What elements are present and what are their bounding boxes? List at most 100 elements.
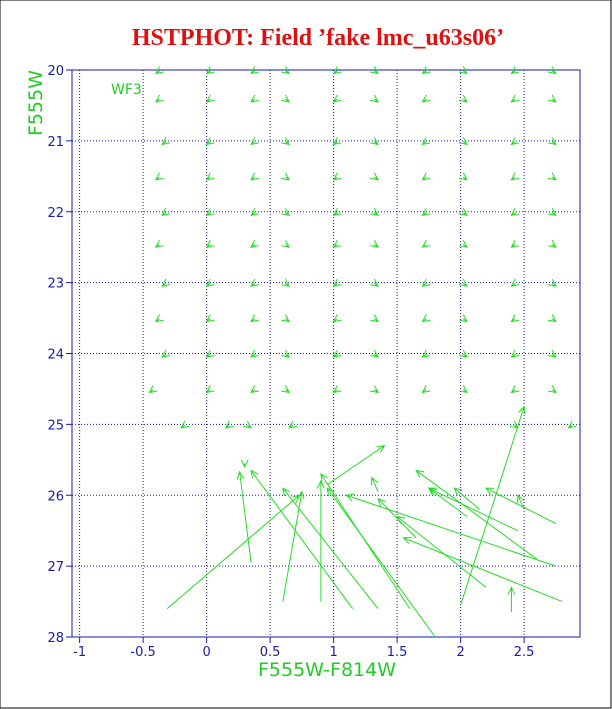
arrow [507,586,516,613]
arrow [281,385,291,394]
y-tick-label: 25 [47,418,64,433]
arrow [567,420,577,429]
arrow [332,94,342,103]
arrow [547,172,557,181]
arrow [459,207,468,216]
arrow [180,420,190,429]
arrow [370,349,379,358]
arrow [205,94,215,103]
arrow [459,94,468,103]
arrow [370,66,379,75]
arrow [205,314,215,323]
arrow [517,494,525,510]
arrow [547,278,557,287]
arrow [240,459,249,469]
arrow [250,469,354,609]
arrow [281,239,291,248]
arrow [205,385,215,394]
arrow [250,66,260,75]
arrow [205,278,215,287]
arrow [332,278,342,287]
arrow [205,66,215,75]
arrow [547,94,557,103]
x-tick-label: -1 [73,645,86,660]
arrow [510,172,520,181]
arrow [288,420,298,429]
arrow [370,137,379,146]
arrow [370,314,379,323]
annotation: WF3 [111,82,142,98]
x-tick-label: 2 [456,645,464,660]
arrow [370,239,379,248]
arrow [453,487,480,510]
arrow [421,278,431,287]
arrow [421,137,431,146]
arrow [510,385,520,394]
arrow [370,476,379,492]
arrow [547,207,557,216]
arrow [547,385,557,394]
arrow [370,207,379,216]
arrow [370,278,379,287]
arrow [547,314,557,323]
arrow [205,239,215,248]
arrow [332,349,342,358]
arrow [326,444,386,486]
arrow [281,207,291,216]
arrow [281,349,291,358]
arrow [250,137,260,146]
arrow [421,172,431,181]
y-tick-label: 28 [47,631,64,646]
arrow [154,314,164,323]
arrow [281,314,291,323]
y-tick-label: 22 [47,206,64,221]
y-axis-label: F555W [25,70,47,136]
arrow [281,94,291,103]
y-tick-label: 20 [47,64,64,79]
arrow [510,349,520,358]
x-tick-label: 0 [202,645,210,660]
arrow [161,349,171,358]
arrow [332,207,342,216]
arrow [332,137,342,146]
arrow [161,207,171,216]
x-axis-label: F555W-F814W [258,659,396,681]
arrow [154,239,164,248]
y-tick-label: 21 [47,135,64,150]
arrow [421,94,431,103]
arrow [250,278,260,287]
arrow [250,385,260,394]
arrow [459,278,468,287]
arrow [205,172,215,181]
y-tick-label: 24 [47,348,64,363]
arrow [547,66,557,75]
arrow [250,349,260,358]
arrow [510,137,520,146]
arrow [332,172,342,181]
arrow [427,487,518,532]
arrow [510,207,520,216]
y-tick-label: 27 [47,560,64,575]
arrow [281,278,291,287]
arrow [250,207,260,216]
arrow [510,278,520,287]
arrow [154,66,164,75]
arrow [332,239,342,248]
chart-title: HSTPHOT: Field ’fake lmc_u63s06’ [132,25,504,51]
arrow [459,137,468,146]
arrow [250,239,260,248]
arrow [421,385,431,394]
arrow [161,137,171,146]
arrow [415,469,538,560]
y-tick-label: 26 [47,489,64,504]
arrow [460,405,526,606]
arrow [421,207,431,216]
arrow [459,385,468,394]
plot-frame [71,69,581,638]
arrow [332,66,342,75]
arrow [510,94,520,103]
arrow [510,314,520,323]
arrow [281,172,291,181]
arrow [250,94,260,103]
